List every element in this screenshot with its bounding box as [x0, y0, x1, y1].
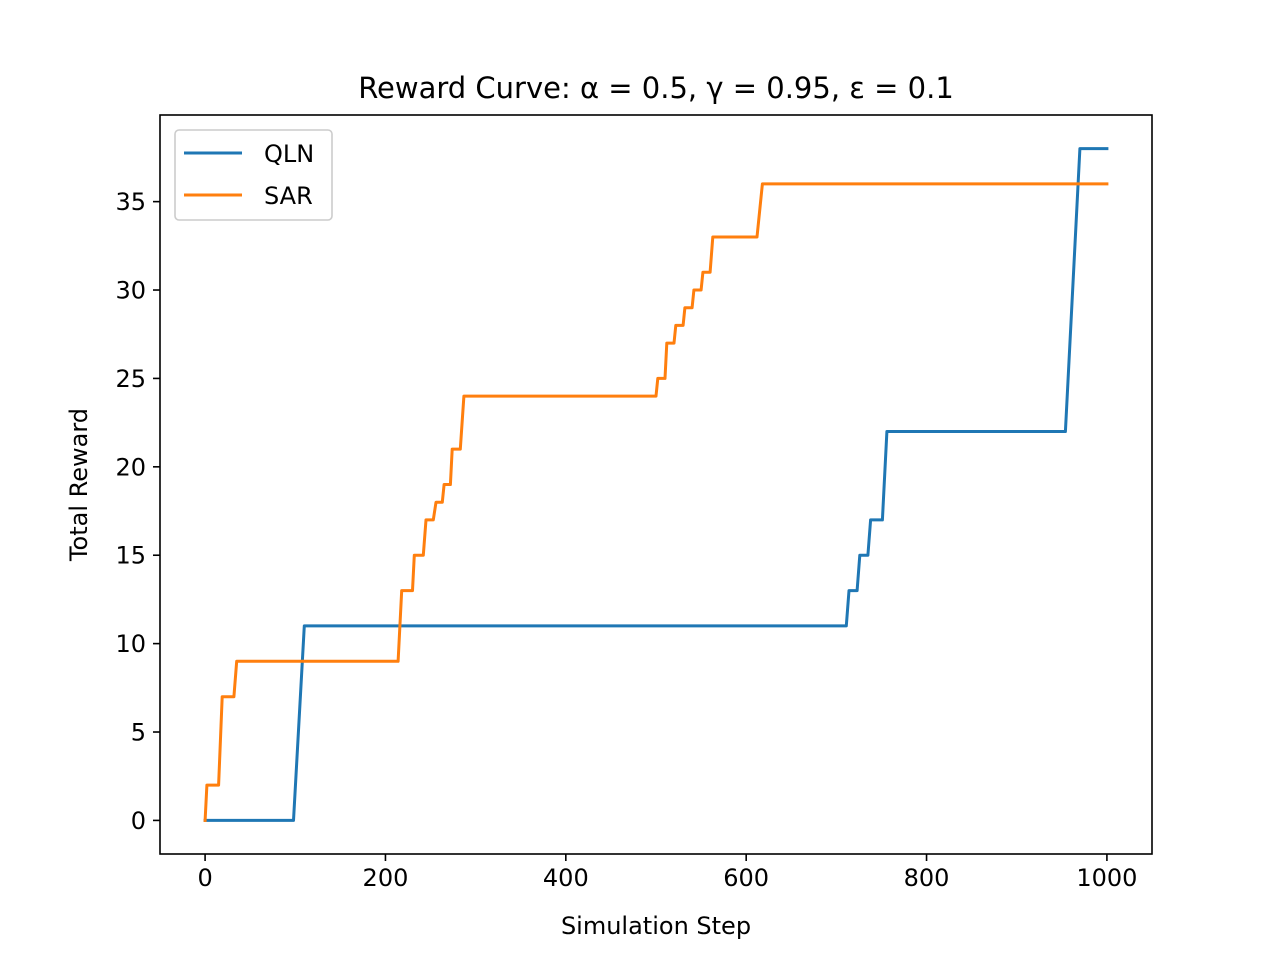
y-tick-label: 5	[131, 719, 146, 747]
x-tick-label: 200	[363, 864, 409, 892]
x-tick-label: 600	[723, 864, 769, 892]
x-tick-label: 1000	[1076, 864, 1137, 892]
legend: QLN SAR	[174, 129, 333, 221]
x-tick-label: 800	[904, 864, 950, 892]
x-axis: 0 200 400 600 800 1000	[197, 854, 1137, 892]
plot-area	[160, 115, 1152, 854]
y-tick-label: 20	[115, 453, 146, 481]
x-axis-label: Simulation Step	[561, 912, 751, 940]
x-tick-label: 400	[543, 864, 589, 892]
series-line-qln	[203, 147, 1109, 822]
chart-title: Reward Curve: α = 0.5, γ = 0.95, ε = 0.1	[358, 71, 954, 105]
plot-background	[160, 115, 1152, 854]
x-tick-label: 0	[197, 864, 212, 892]
y-tick-label: 15	[115, 542, 146, 570]
y-tick-label: 0	[131, 807, 146, 835]
legend-label-sar: SAR	[264, 182, 313, 210]
y-tick-label: 25	[115, 365, 146, 393]
legend-label-qln: QLN	[264, 140, 314, 168]
y-tick-label: 10	[115, 630, 146, 658]
series-layer	[203, 147, 1109, 822]
y-axis-label: Total Reward	[65, 408, 93, 562]
series-line-sar	[203, 182, 1109, 822]
y-tick-label: 35	[115, 188, 146, 216]
y-axis: 0 5 10 15 20 25 30 35	[115, 188, 160, 835]
y-tick-label: 30	[115, 277, 146, 305]
plot-frame	[159, 114, 1153, 855]
